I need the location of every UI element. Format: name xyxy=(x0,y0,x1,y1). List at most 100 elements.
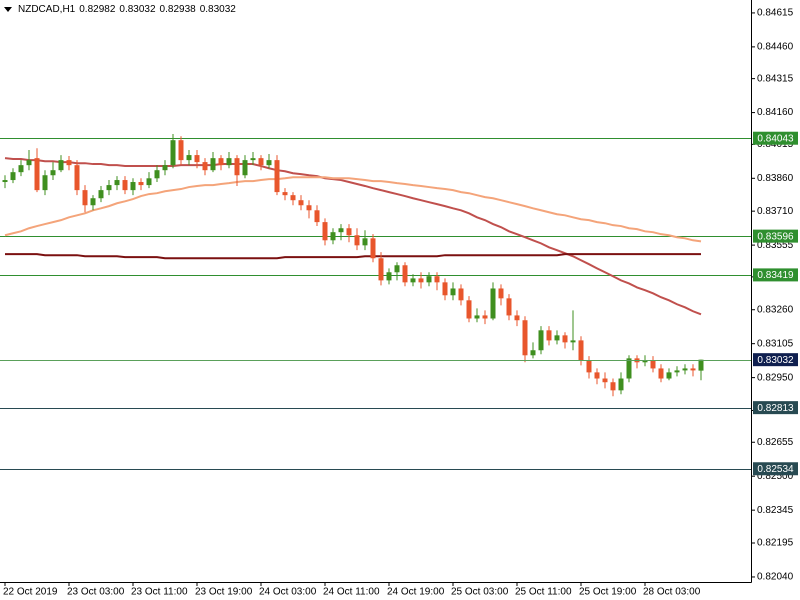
candle-body xyxy=(170,140,176,166)
candle-body xyxy=(82,190,88,206)
x-tick-label: 25 Oct 19:00 xyxy=(579,587,637,598)
candle-body xyxy=(402,265,408,283)
ohlc-low: 0.82938 xyxy=(159,4,196,15)
y-tick-label: 0.84315 xyxy=(757,73,794,84)
candle-body xyxy=(162,165,168,171)
candle-body xyxy=(586,360,592,373)
candle-body xyxy=(378,258,384,281)
y-tick-label: 0.82195 xyxy=(757,538,794,549)
level-box xyxy=(753,401,798,415)
candle-body xyxy=(370,238,376,259)
moving-average xyxy=(4,176,702,243)
candle-body xyxy=(138,182,144,186)
candle-body xyxy=(146,178,152,186)
candle-body xyxy=(458,288,464,301)
candle-body xyxy=(314,210,320,223)
candle-body xyxy=(66,160,72,166)
y-tick-label: 0.82500 xyxy=(757,471,794,482)
x-tick-label: 23 Oct 03:00 xyxy=(67,587,125,598)
moving-average xyxy=(5,253,701,260)
candle-body xyxy=(410,278,416,283)
x-tick-label: 23 Oct 11:00 xyxy=(131,587,188,598)
chart-header: NZDCAD,H1 0.82982 0.83032 0.82938 0.8303… xyxy=(4,4,236,15)
candle-body xyxy=(226,158,232,166)
candle-body xyxy=(506,298,512,316)
ohlc-close: 0.83032 xyxy=(199,4,236,15)
candle-body xyxy=(42,175,48,191)
candle-body xyxy=(250,158,256,161)
y-tick-label: 0.84160 xyxy=(757,107,794,118)
y-tick-label: 0.82040 xyxy=(757,572,794,583)
candle-body xyxy=(642,360,648,363)
y-tick-label: 0.83260 xyxy=(757,304,794,315)
candle-body xyxy=(282,192,288,196)
candle-body xyxy=(666,372,672,379)
candle-body xyxy=(490,288,496,319)
candle-body xyxy=(346,228,352,236)
candle-body xyxy=(482,315,488,319)
candle-body xyxy=(434,276,440,283)
candle-body xyxy=(674,370,680,373)
y-tick-label: 0.84615 xyxy=(757,8,794,19)
candle-body xyxy=(554,335,560,341)
candle-body xyxy=(34,158,40,191)
bid-price-box xyxy=(753,353,798,367)
candle-body xyxy=(290,195,296,201)
candle-body xyxy=(194,155,200,163)
candle-body xyxy=(354,235,360,246)
candle-body xyxy=(10,172,16,181)
candle-body xyxy=(698,359,704,371)
level-label: 0.83419 xyxy=(757,270,794,281)
candle-body xyxy=(578,340,584,361)
candle-body xyxy=(218,158,224,166)
candle-body xyxy=(186,155,192,161)
candle-body xyxy=(562,335,568,343)
candle-body xyxy=(546,330,552,341)
bid-price-label: 0.83032 xyxy=(757,355,794,366)
candle-body xyxy=(394,265,400,273)
x-tick-label: 24 Oct 19:00 xyxy=(387,587,445,598)
y-tick-label: 0.83555 xyxy=(757,240,794,251)
candle-body xyxy=(618,378,624,391)
menu-triangle[interactable] xyxy=(4,7,12,12)
candle-body xyxy=(650,360,656,369)
ohlc-high: 0.83032 xyxy=(119,4,156,15)
level-box xyxy=(753,462,798,476)
candle-body xyxy=(330,232,336,241)
candle-body xyxy=(442,282,448,296)
candle-body xyxy=(530,350,536,356)
candle-body xyxy=(658,368,664,379)
candle-body xyxy=(58,160,64,171)
candle-body xyxy=(114,180,120,186)
candle-body xyxy=(626,358,632,379)
ohlc-open: 0.82982 xyxy=(79,4,116,15)
moving-average xyxy=(4,157,702,316)
y-tick-label: 0.82950 xyxy=(757,372,794,383)
candle-body xyxy=(242,160,248,176)
candle-body xyxy=(498,288,504,299)
x-tick-label: 28 Oct 03:00 xyxy=(643,587,701,598)
candle-body xyxy=(210,158,216,171)
candle-body xyxy=(2,180,8,183)
candle-body xyxy=(450,288,456,296)
candle-body xyxy=(610,382,616,391)
symbol: NZDCAD,H1 xyxy=(18,4,76,15)
candle-body xyxy=(90,198,96,206)
candle-body xyxy=(682,368,688,371)
y-tick-label: 0.84460 xyxy=(757,42,794,53)
candle-body xyxy=(258,158,264,166)
candle-body xyxy=(426,276,432,283)
level-box xyxy=(753,229,798,243)
candle-body xyxy=(274,160,280,193)
candle-body xyxy=(514,315,520,321)
candle-body xyxy=(106,185,112,191)
x-tick-label: 23 Oct 19:00 xyxy=(195,587,253,598)
candle-body xyxy=(538,330,544,351)
x-tick-label: 24 Oct 11:00 xyxy=(323,587,380,598)
candle-body xyxy=(474,315,480,319)
candle-body xyxy=(418,278,424,283)
candle-body xyxy=(18,165,24,173)
